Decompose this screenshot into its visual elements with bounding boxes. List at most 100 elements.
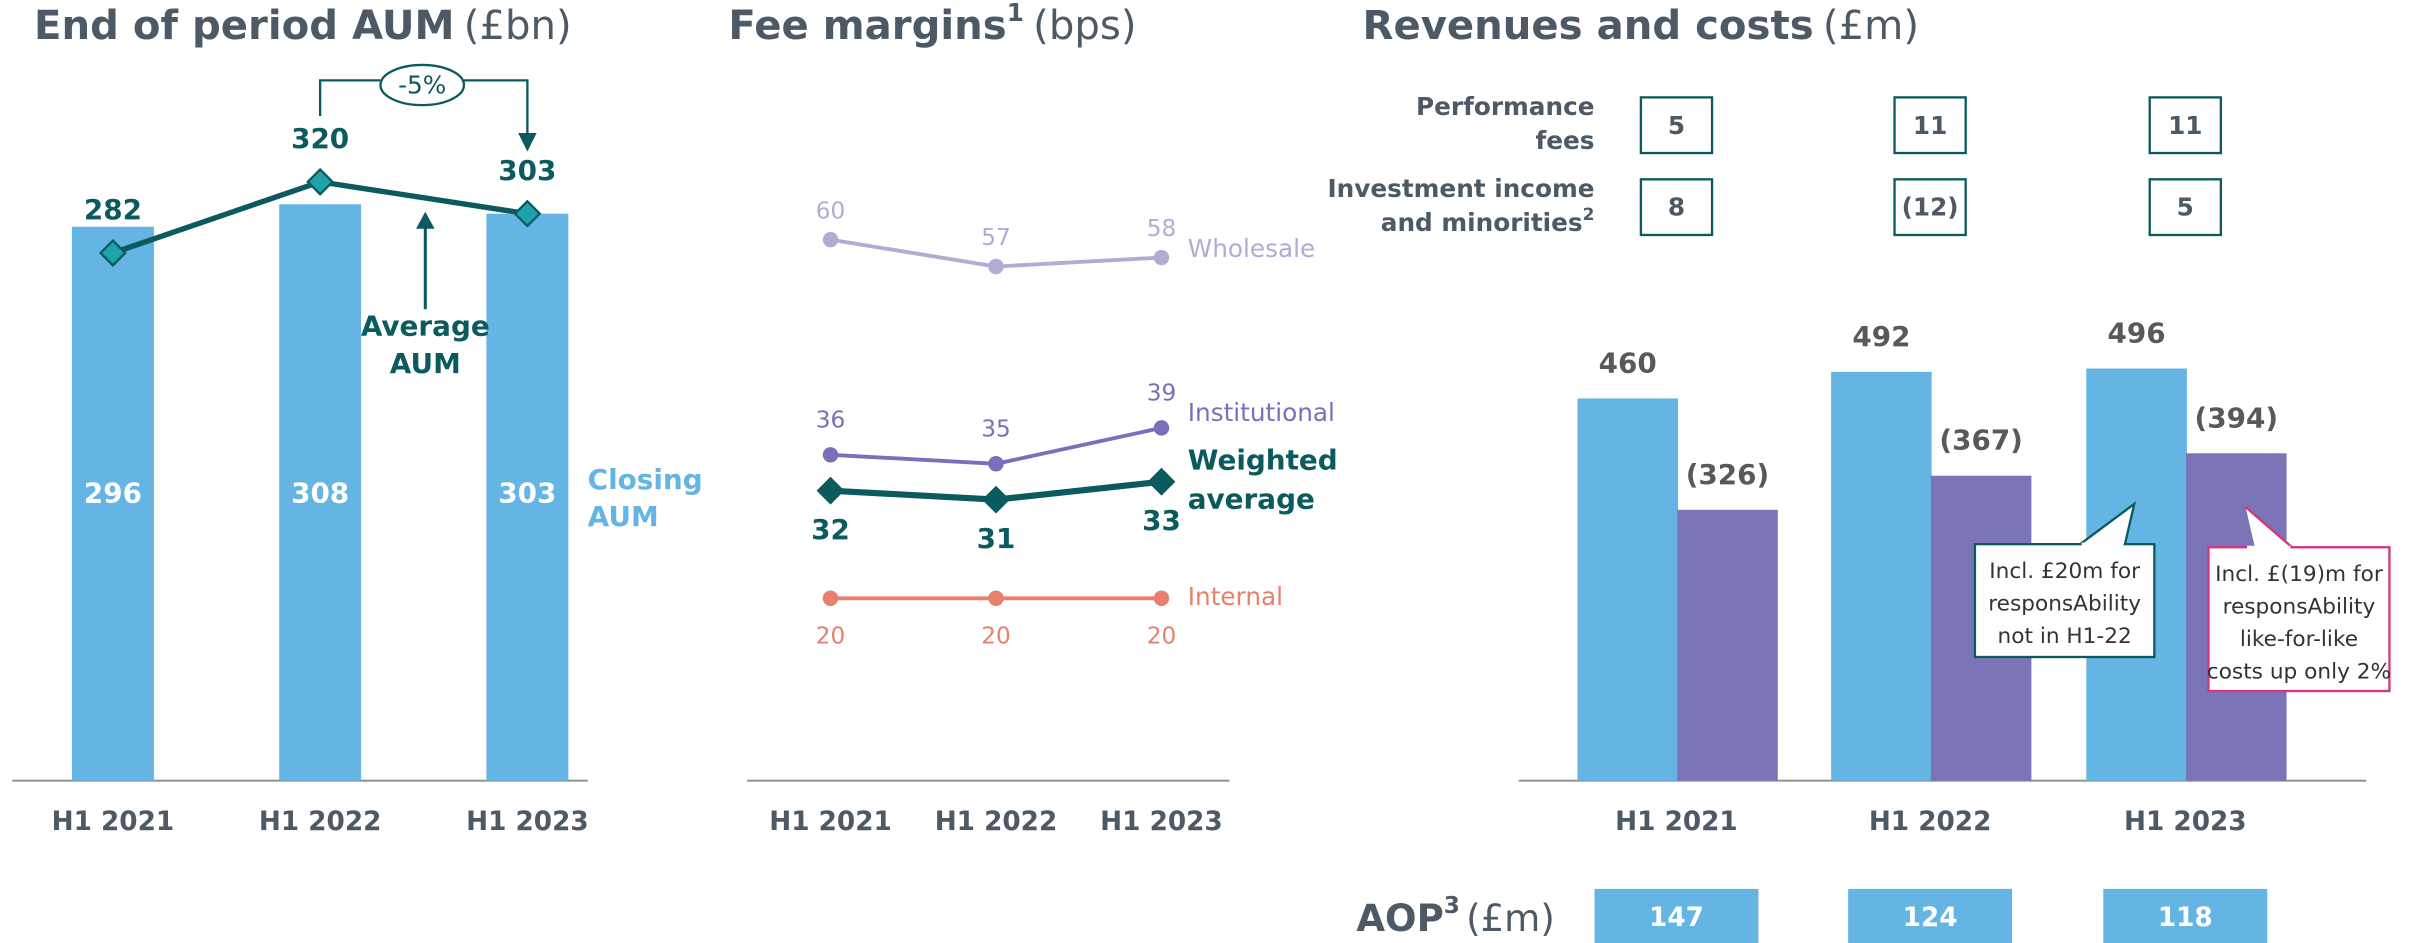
title-unit: (bps) bbox=[1033, 3, 1136, 49]
callout-box bbox=[1973, 542, 2156, 659]
bar bbox=[1577, 398, 1679, 781]
label-line: Closing bbox=[588, 463, 703, 496]
line-marker bbox=[822, 590, 839, 606]
line-value-label: 20 bbox=[981, 622, 1011, 649]
annotation: -5% bbox=[398, 71, 446, 100]
line-value-label: 32 bbox=[811, 513, 850, 546]
x-tick-label: H1 2023 bbox=[466, 807, 589, 837]
line-marker bbox=[1153, 420, 1170, 436]
line-marker bbox=[988, 456, 1004, 472]
bar-value-label: 496 bbox=[2108, 317, 2166, 350]
line-marker bbox=[988, 258, 1004, 275]
title-unit: (£m) bbox=[1823, 3, 1919, 49]
line-value-label: 39 bbox=[1147, 379, 1177, 406]
callout-text: Incl. £(19)m for bbox=[2215, 562, 2383, 587]
aop-box bbox=[1848, 888, 2013, 943]
legend-label: Weighted average bbox=[1188, 444, 1338, 516]
callout-text: like-for-like bbox=[2240, 627, 2358, 652]
bar-value-label: 303 bbox=[498, 477, 556, 510]
bar-value-label: 308 bbox=[291, 477, 349, 510]
line-value-label: 303 bbox=[498, 154, 556, 187]
line-value-label: 57 bbox=[981, 224, 1011, 251]
line-marker bbox=[816, 476, 845, 505]
line-value-label: 58 bbox=[1147, 215, 1177, 242]
bar bbox=[71, 226, 154, 781]
line-value-label: 60 bbox=[816, 197, 846, 224]
line-marker bbox=[513, 199, 542, 228]
label-line: average bbox=[1188, 482, 1315, 515]
line-marker bbox=[822, 231, 839, 248]
arrow-head bbox=[416, 211, 435, 229]
aop-label: AOP3 (£m) bbox=[1356, 891, 1554, 939]
table-value: 11 bbox=[1913, 111, 1947, 140]
chart-title: Revenues and costs (£m) bbox=[1363, 3, 1919, 49]
line-marker bbox=[1147, 467, 1176, 496]
title-sup: 1 bbox=[1007, 0, 1024, 27]
arrow-head bbox=[518, 132, 537, 152]
label-line: Investment income bbox=[1327, 174, 1594, 203]
table-value: 11 bbox=[2168, 111, 2202, 140]
callout-text: responsAbility bbox=[2223, 595, 2376, 620]
aop-box bbox=[1594, 888, 1759, 943]
table-cell bbox=[2148, 178, 2223, 237]
legend-label: Closing AUM bbox=[588, 463, 703, 533]
bar bbox=[1677, 509, 1778, 781]
callout-tail bbox=[2079, 501, 2137, 546]
callout-box bbox=[2207, 546, 2391, 693]
bar bbox=[1831, 371, 1932, 781]
aop-value: 118 bbox=[2158, 903, 2213, 933]
x-tick-label: H1 2022 bbox=[259, 807, 382, 837]
bar bbox=[279, 204, 362, 781]
x-tick-label: H1 2023 bbox=[2124, 807, 2247, 837]
x-tick-label: H1 2021 bbox=[52, 807, 175, 837]
table-value: 5 bbox=[1668, 111, 1685, 140]
label-line: AUM bbox=[588, 500, 659, 533]
line-marker bbox=[1153, 249, 1170, 266]
table-cell bbox=[1639, 178, 1714, 237]
row-label: and minorities2 bbox=[1381, 205, 1595, 237]
line-value-label: 36 bbox=[816, 406, 846, 433]
title-unit: (£bn) bbox=[464, 3, 572, 49]
callout-text: responsAbility bbox=[1988, 591, 2141, 616]
table-value: 5 bbox=[2177, 193, 2194, 222]
line-value-label: 31 bbox=[977, 522, 1016, 555]
label-line: Performance bbox=[1416, 92, 1594, 121]
label-line: Weighted bbox=[1188, 444, 1338, 477]
label-line: fees bbox=[1535, 126, 1594, 155]
legend-label: Wholesale bbox=[1188, 234, 1315, 263]
chart-title: End of period AUM (£bn) bbox=[34, 3, 572, 49]
x-tick-label: H1 2021 bbox=[769, 807, 892, 837]
line-value-label: 282 bbox=[84, 193, 142, 226]
bar bbox=[486, 213, 569, 781]
aop-value: 147 bbox=[1649, 903, 1704, 933]
x-tick-label: H1 2023 bbox=[1100, 807, 1223, 837]
callout-text: costs up only 2% bbox=[2207, 659, 2391, 684]
bar-value-label: 460 bbox=[1599, 346, 1657, 379]
line-value-label: 33 bbox=[1142, 504, 1181, 537]
label-line: AUM bbox=[390, 347, 461, 380]
aop-sup: 3 bbox=[1444, 891, 1460, 918]
bar-value-label: (367) bbox=[1939, 424, 2023, 457]
annotation-bubble bbox=[379, 63, 466, 107]
aop-main: AOP bbox=[1356, 896, 1443, 939]
label-sup: 2 bbox=[1583, 205, 1595, 225]
row-label: Performance bbox=[1416, 92, 1594, 121]
chart-title: Fee margins1 (bps) bbox=[728, 0, 1136, 49]
table-value: (12) bbox=[1902, 193, 1959, 222]
line-marker bbox=[822, 447, 839, 463]
table-cell bbox=[1893, 178, 1967, 237]
line-marker bbox=[1153, 590, 1170, 606]
title-main: End of period AUM bbox=[34, 3, 454, 49]
x-tick-label: H1 2022 bbox=[935, 807, 1058, 837]
table-value: 8 bbox=[1668, 193, 1685, 222]
title-main: Fee margins bbox=[728, 3, 1006, 49]
bracket bbox=[318, 79, 529, 137]
table-cell bbox=[1639, 96, 1714, 155]
x-tick-label: H1 2021 bbox=[1615, 807, 1738, 837]
aop-unit: (£m) bbox=[1466, 896, 1555, 939]
bar-value-label: (326) bbox=[1686, 458, 1770, 491]
bar-value-label: 296 bbox=[84, 477, 142, 510]
table-cell bbox=[2148, 96, 2223, 155]
